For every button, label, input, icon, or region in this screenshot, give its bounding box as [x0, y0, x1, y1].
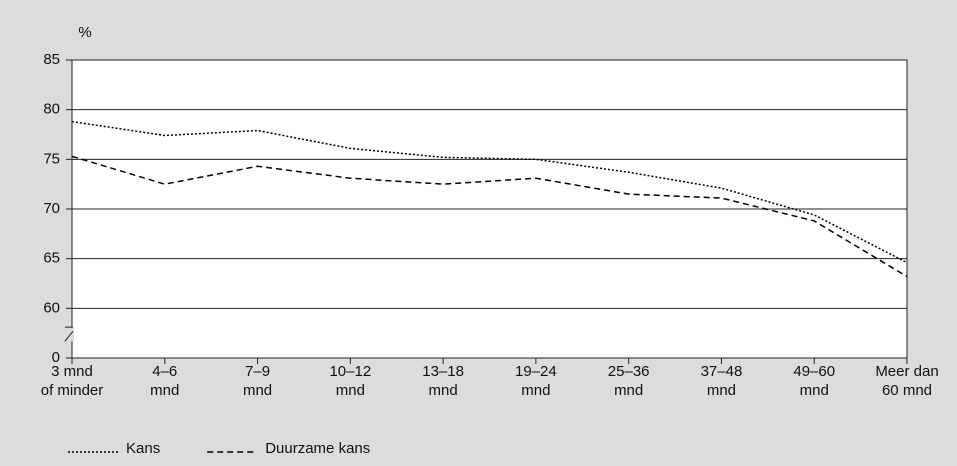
- axis-break-gap: [64, 327, 74, 342]
- x-tick-label: 19–24: [515, 363, 557, 380]
- x-tick-label: 3 mnd: [51, 363, 93, 380]
- y-tick-label: 85: [43, 51, 60, 68]
- x-tick-label: mnd: [429, 382, 458, 399]
- series-line: [71, 155, 908, 278]
- x-tick-label: mnd: [521, 382, 550, 399]
- x-tick-label: mnd: [243, 382, 272, 399]
- y-tick-label: 60: [43, 299, 60, 316]
- y-axis-label: %: [78, 24, 91, 41]
- plot-border: [71, 59, 908, 359]
- x-tick-label: mnd: [800, 382, 829, 399]
- series-line: [71, 120, 908, 264]
- legend-label: Duurzame kans: [265, 440, 370, 457]
- y-tick-label: 65: [43, 250, 60, 267]
- x-tick-label: 10–12: [329, 363, 371, 380]
- x-tick-label: 49–60: [793, 363, 835, 380]
- x-tick-label: 25–36: [608, 363, 650, 380]
- y-tick-label: 80: [43, 101, 60, 118]
- axis-break-mark: [64, 330, 74, 342]
- x-tick-label: 7–9: [245, 363, 270, 380]
- x-tick-label: mnd: [614, 382, 643, 399]
- x-tick-label: 37–48: [701, 363, 743, 380]
- x-tick-label: mnd: [150, 382, 179, 399]
- x-tick-label: of minder: [41, 382, 104, 399]
- x-tick-label: 13–18: [422, 363, 464, 380]
- y-tick-label: 75: [43, 150, 60, 167]
- x-tick-label: 60 mnd: [882, 382, 932, 399]
- x-tick-label: mnd: [336, 382, 365, 399]
- x-tick-label: Meer dan: [875, 363, 938, 380]
- y-tick-label: 0: [52, 349, 60, 366]
- y-tick-label: 70: [43, 200, 60, 217]
- x-tick-label: mnd: [707, 382, 736, 399]
- legend-label: Kans: [126, 440, 160, 457]
- x-tick-label: 4–6: [152, 363, 177, 380]
